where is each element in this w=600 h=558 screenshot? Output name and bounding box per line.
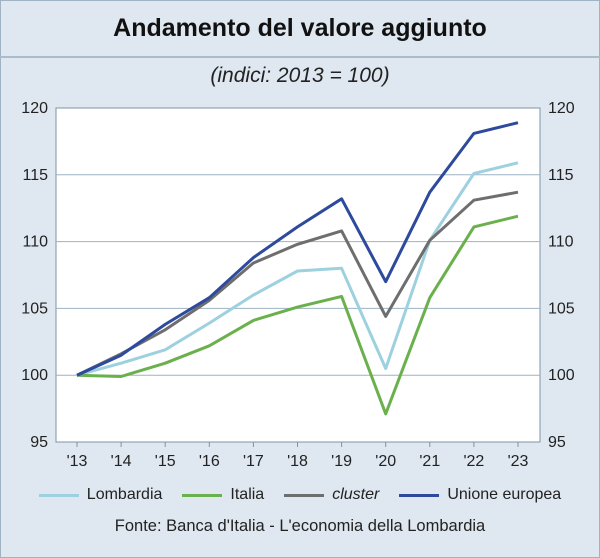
y-tick-label-right: 120 — [548, 100, 575, 117]
legend-label: Unione europea — [447, 486, 562, 503]
x-tick-label: '18 — [287, 453, 308, 470]
x-tick-label: '16 — [199, 453, 220, 470]
series-lines — [76, 121, 519, 416]
y-axis-right: 95 100 105 110 115 120 — [548, 100, 575, 451]
x-axis: '13 '14 '15 '16 '17 '18 '19 '20 '21 '22 '23 — [67, 442, 529, 470]
x-tick-label: '20 — [375, 453, 396, 470]
y-tick-label-right: 105 — [548, 300, 575, 317]
series-line-lombardia — [76, 161, 519, 377]
x-tick-label: '13 — [67, 453, 88, 470]
title-divider — [0, 56, 600, 58]
y-axis-left: 95 100 105 110 115 120 — [21, 100, 48, 451]
y-tick-label-left: 100 — [21, 367, 48, 384]
x-tick-label: '15 — [155, 453, 176, 470]
legend-label: Italia — [230, 486, 265, 503]
x-tick-label: '19 — [331, 453, 352, 470]
y-tick-label-left: 120 — [21, 100, 48, 117]
legend-label: cluster — [332, 486, 380, 503]
x-tick-label: '23 — [508, 453, 529, 470]
plot-area — [55, 107, 541, 443]
legend-swatch — [399, 493, 440, 497]
legend-swatch — [38, 493, 79, 497]
chart-title: Andamento del valore aggiunto — [113, 13, 487, 42]
y-tick-label-right: 115 — [548, 167, 574, 184]
legend: Lombardia Italia cluster Unione europea — [0, 482, 600, 508]
x-tick-label: '22 — [463, 453, 484, 470]
y-tick-label-left: 95 — [30, 434, 48, 451]
legend-item-italia: Italia — [182, 486, 264, 504]
legend-label: Lombardia — [86, 486, 163, 503]
y-tick-label-right: 100 — [548, 367, 575, 384]
y-tick-label-left: 110 — [22, 234, 48, 251]
legend-swatch — [182, 493, 223, 497]
y-tick-label-right: 110 — [548, 234, 574, 251]
source-note: Fonte: Banca d'Italia - L'economia della… — [114, 517, 486, 535]
legend-item-cluster: cluster — [284, 486, 379, 504]
legend-item-unione-europea: Unione europea — [399, 486, 561, 504]
series-line-unione-europea — [76, 121, 519, 377]
series-line-cluster — [76, 190, 519, 377]
chart-subtitle: (indici: 2013 = 100) — [210, 64, 390, 87]
y-tick-label-right: 95 — [548, 434, 566, 451]
x-tick-label: '21 — [419, 453, 440, 470]
y-tick-label-left: 115 — [22, 167, 48, 184]
legend-item-lombardia: Lombardia — [38, 486, 163, 504]
series-line-italia — [76, 214, 519, 416]
legend-swatch — [284, 493, 325, 497]
y-tick-label-left: 105 — [21, 300, 48, 317]
x-tick-label: '17 — [243, 453, 264, 470]
x-tick-label: '14 — [111, 453, 132, 470]
